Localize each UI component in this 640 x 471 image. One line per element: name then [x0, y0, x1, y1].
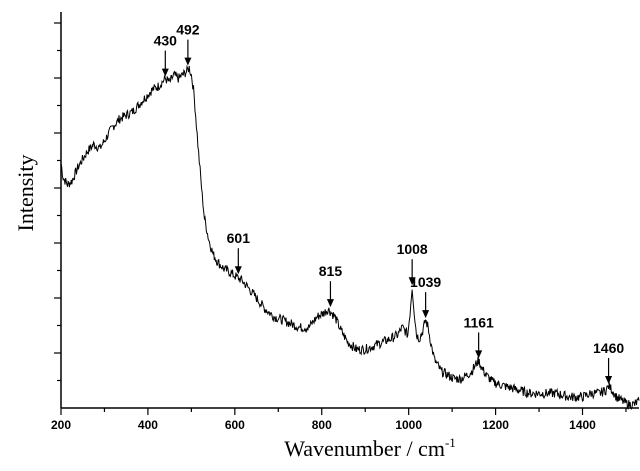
- peak-arrow-head: [161, 68, 169, 77]
- peak-arrow-head: [326, 299, 334, 308]
- peak-label: 1161: [463, 314, 494, 330]
- peak-arrow-head: [184, 57, 192, 66]
- x-axis-title: Wavenumber / cm-1: [284, 435, 456, 461]
- peak-label: 430: [154, 33, 178, 49]
- x-tick-label: 200: [51, 418, 71, 432]
- peak-label: 492: [176, 22, 200, 38]
- plot-axes: [60, 12, 639, 409]
- peak-arrow-head: [605, 376, 613, 385]
- peak-label: 1008: [397, 241, 428, 257]
- peak-arrow-head: [234, 266, 242, 275]
- peak-label: 601: [227, 230, 251, 246]
- peak-arrow-head: [408, 277, 416, 286]
- peak-label: 1039: [410, 274, 441, 290]
- peak-label: 815: [319, 263, 343, 279]
- y-axis-title: Intensity: [13, 155, 38, 232]
- x-tick-label: 1200: [482, 418, 509, 432]
- x-tick-label: 600: [225, 418, 245, 432]
- peak-arrow-head: [475, 350, 483, 359]
- x-tick-label: 1400: [569, 418, 596, 432]
- x-tick-label: 1000: [395, 418, 422, 432]
- x-axis-title-text: Wavenumber / cm: [284, 436, 445, 461]
- peak-arrow-head: [422, 310, 430, 319]
- spectrum-series: [60, 64, 640, 410]
- axis-ticks: 200 400 600 800 1000 1200 1400: [51, 22, 627, 432]
- x-tick-label: 800: [312, 418, 332, 432]
- x-tick-label: 400: [138, 418, 158, 432]
- x-axis-title-superscript: -1: [445, 435, 456, 450]
- peak-label: 1460: [593, 340, 624, 356]
- spectrum-line: [60, 64, 640, 410]
